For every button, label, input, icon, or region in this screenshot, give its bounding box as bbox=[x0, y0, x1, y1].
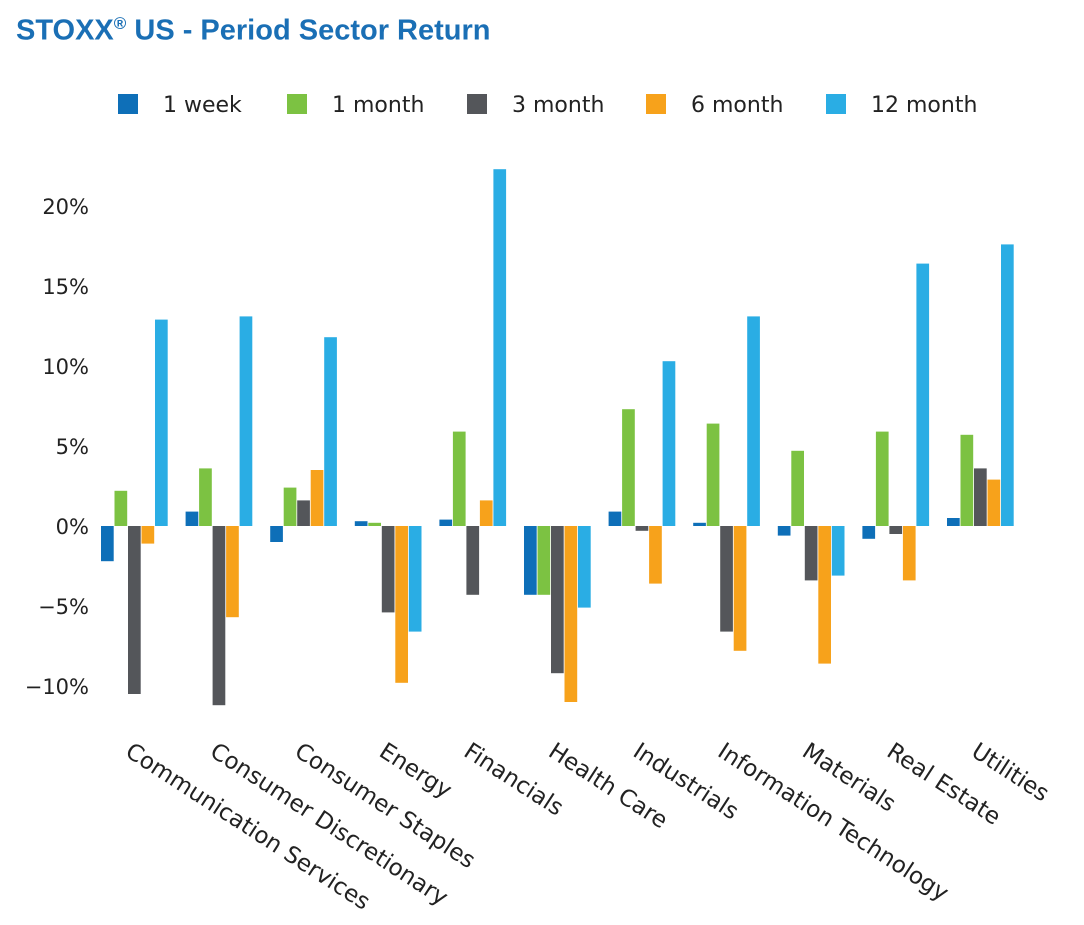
bar-0-3 bbox=[141, 526, 155, 544]
bar-3-3 bbox=[395, 526, 408, 683]
bar-4-1 bbox=[452, 431, 466, 526]
bar-9-3 bbox=[902, 526, 916, 581]
bar-1-4 bbox=[239, 316, 253, 526]
bar-7-3 bbox=[733, 526, 747, 651]
legend-swatch-4 bbox=[826, 94, 846, 114]
bar-8-1 bbox=[791, 450, 804, 526]
bar-10-4 bbox=[1001, 244, 1014, 526]
chart-title: STOXX® US - Period Sector Return bbox=[16, 14, 491, 47]
bar-9-4 bbox=[916, 263, 930, 526]
bar-3-0 bbox=[354, 521, 368, 526]
bar-7-0 bbox=[693, 522, 706, 526]
bar-5-1 bbox=[537, 526, 551, 595]
y-tick-label: −10% bbox=[25, 675, 89, 699]
bar-10-2 bbox=[974, 468, 987, 526]
bar-6-1 bbox=[622, 409, 635, 526]
bar-3-1 bbox=[368, 522, 381, 526]
legend-label-1: 1 month bbox=[332, 93, 424, 118]
bar-8-4 bbox=[831, 526, 845, 576]
bar-6-0 bbox=[608, 511, 622, 526]
y-tick-label: 15% bbox=[42, 275, 89, 299]
bar-10-1 bbox=[960, 434, 974, 526]
bar-2-2 bbox=[297, 500, 310, 526]
bar-9-1 bbox=[875, 431, 889, 526]
bar-8-0 bbox=[777, 526, 791, 536]
legend-swatch-1 bbox=[287, 94, 307, 114]
bar-4-0 bbox=[439, 519, 453, 526]
bar-4-2 bbox=[466, 526, 480, 595]
legend-label-2: 3 month bbox=[512, 93, 604, 118]
bar-5-2 bbox=[551, 526, 564, 674]
bar-4-4 bbox=[493, 169, 507, 526]
bar-0-4 bbox=[155, 319, 168, 526]
bar-7-4 bbox=[747, 316, 760, 526]
legend-label-0: 1 week bbox=[163, 93, 242, 118]
bar-10-0 bbox=[947, 518, 960, 526]
bar-1-1 bbox=[199, 468, 212, 526]
bar-6-2 bbox=[635, 526, 649, 531]
bars bbox=[101, 169, 1014, 706]
legend-label-4: 12 month bbox=[871, 93, 977, 118]
bar-7-2 bbox=[720, 526, 733, 632]
legend: 1 week 1 month 3 month 6 month 12 month bbox=[118, 93, 977, 118]
legend-swatch-0 bbox=[118, 94, 138, 114]
y-axis: 20% 15% 10% 5% 0% −5% −10% bbox=[25, 195, 89, 699]
bar-5-4 bbox=[578, 526, 591, 608]
bar-2-3 bbox=[310, 470, 324, 526]
bar-0-2 bbox=[128, 526, 141, 694]
bar-9-2 bbox=[889, 526, 903, 534]
bar-9-0 bbox=[862, 526, 876, 539]
bar-0-1 bbox=[114, 490, 128, 526]
y-tick-label: 10% bbox=[42, 355, 89, 379]
bar-7-1 bbox=[706, 423, 720, 526]
bar-5-0 bbox=[524, 526, 537, 595]
bar-3-2 bbox=[381, 526, 395, 613]
bar-6-4 bbox=[662, 361, 676, 526]
bar-2-1 bbox=[283, 487, 297, 526]
y-tick-label: 0% bbox=[56, 515, 89, 539]
bar-1-3 bbox=[226, 526, 239, 618]
y-tick-label: 5% bbox=[56, 435, 89, 459]
bar-1-2 bbox=[212, 526, 226, 706]
y-tick-label: −5% bbox=[38, 595, 89, 619]
legend-label-3: 6 month bbox=[691, 93, 783, 118]
bar-6-3 bbox=[649, 526, 662, 584]
legend-swatch-2 bbox=[467, 94, 487, 114]
bar-2-4 bbox=[324, 337, 337, 526]
bar-8-2 bbox=[804, 526, 818, 581]
bar-1-0 bbox=[185, 511, 199, 526]
bar-5-3 bbox=[564, 526, 578, 702]
bar-2-0 bbox=[270, 526, 283, 542]
bar-3-4 bbox=[408, 526, 422, 632]
bar-0-0 bbox=[101, 526, 114, 562]
bar-10-3 bbox=[987, 479, 1001, 526]
y-tick-label: 20% bbox=[42, 195, 89, 219]
legend-swatch-3 bbox=[646, 94, 666, 114]
bar-8-3 bbox=[818, 526, 831, 664]
bar-4-3 bbox=[479, 500, 493, 526]
